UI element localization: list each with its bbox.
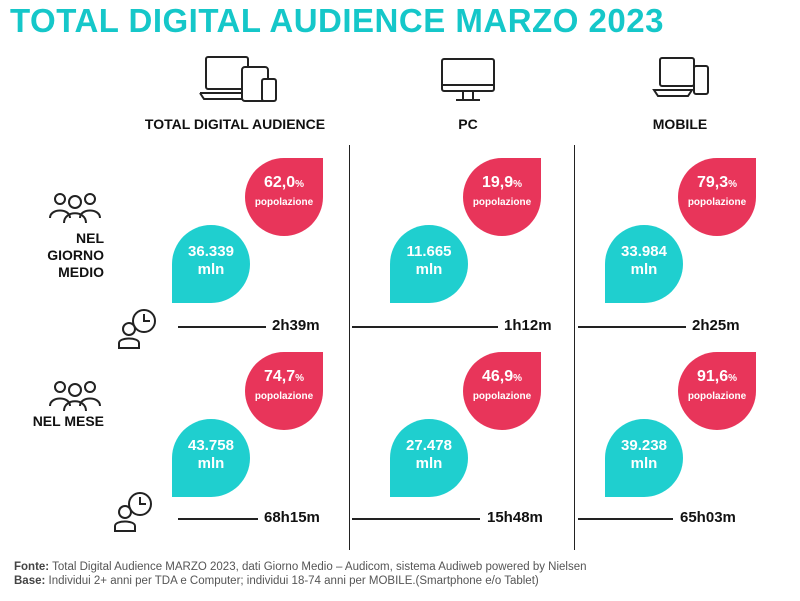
row-label-line: MEDIO [58, 264, 104, 280]
population-label: popolazione [687, 391, 747, 402]
stat-pair-mese-pc: 46,9% popolazione 27.478 mln [390, 352, 570, 502]
row-label-line: NEL GIORNO [47, 230, 104, 263]
time-line [578, 326, 686, 328]
devices-icon [199, 56, 277, 102]
population-label: popolazione [472, 197, 532, 208]
time-value: 2h39m [272, 317, 320, 334]
audience-unit: mln [415, 455, 443, 472]
column-divider [349, 145, 350, 550]
base-text: Individui 2+ anni per TDA e Computer; in… [45, 575, 539, 587]
stat-pair-giorno-pc: 19,9% popolazione 11.665 mln [390, 158, 570, 308]
audience-unit: mln [630, 261, 658, 278]
desktop-icon [441, 58, 495, 101]
percent-value: 74,7 [263, 368, 296, 385]
people-icon [49, 381, 101, 412]
percent-unit: % [728, 179, 738, 190]
percent-bubble: 46,9% popolazione [463, 352, 541, 430]
time-value: 65h03m [680, 509, 736, 526]
audience-value: 11.665 [406, 243, 452, 260]
page-title: TOTAL DIGITAL AUDIENCE MARZO 2023 [10, 2, 664, 39]
stat-pair-giorno-tda: 62,0% popolazione 36.339 mln [172, 158, 352, 308]
audience-value: 27.478 [406, 437, 452, 454]
percent-value: 46,9 [481, 368, 514, 385]
source-label: Fonte: [14, 561, 50, 573]
time-value: 1h12m [504, 317, 552, 334]
percent-value: 19,9 [481, 174, 514, 191]
audience-unit: mln [630, 455, 658, 472]
population-label: popolazione [254, 197, 314, 208]
audience-bubble: 39.238 mln [605, 419, 683, 497]
people-icon [49, 193, 101, 224]
audience-value: 33.984 [621, 243, 667, 260]
percent-unit: % [295, 373, 305, 384]
time-line [178, 326, 266, 328]
audience-bubble: 11.665 mln [390, 225, 468, 303]
user-clock-icon [114, 492, 152, 532]
base-label: Base: [14, 575, 46, 587]
percent-value: 91,6 [696, 368, 729, 385]
column-divider [574, 145, 575, 550]
row-label-mese: NEL MESE [32, 413, 104, 429]
column-header-tda: TOTAL DIGITAL AUDIENCE [144, 116, 326, 132]
audience-unit: mln [197, 455, 225, 472]
source-note: Fonte: Total Digital Audience MARZO 2023… [14, 560, 587, 588]
percent-unit: % [513, 373, 523, 384]
audience-value: 43.758 [188, 437, 234, 454]
audience-unit: mln [415, 261, 443, 278]
percent-bubble: 19,9% popolazione [463, 158, 541, 236]
time-value: 68h15m [264, 509, 320, 526]
stat-pair-mese-mobile: 91,6% popolazione 39.238 mln [605, 352, 785, 502]
user-clock-icon [118, 309, 156, 349]
percent-value: 79,3 [696, 174, 729, 191]
row-label-giorno: NEL GIORNO MEDIO [20, 230, 104, 281]
column-header-mobile: MOBILE [652, 116, 708, 132]
audience-unit: mln [197, 261, 225, 278]
audience-bubble: 36.339 mln [172, 225, 250, 303]
time-line [578, 518, 673, 520]
source-text: Total Digital Audience MARZO 2023, dati … [49, 561, 587, 573]
stat-pair-mese-tda: 74,7% popolazione 43.758 mln [172, 352, 352, 502]
population-label: popolazione [687, 197, 747, 208]
time-value: 15h48m [487, 509, 543, 526]
time-line [352, 326, 498, 328]
stat-pair-giorno-mobile: 79,3% popolazione 33.984 mln [605, 158, 785, 308]
time-value: 2h25m [692, 317, 740, 334]
percent-bubble: 74,7% popolazione [245, 352, 323, 430]
percent-value: 62,0 [263, 174, 296, 191]
population-label: popolazione [472, 391, 532, 402]
percent-bubble: 62,0% popolazione [245, 158, 323, 236]
column-header-pc: PC [458, 116, 478, 132]
audience-value: 39.238 [621, 437, 667, 454]
audience-value: 36.339 [188, 243, 234, 260]
percent-bubble: 79,3% popolazione [678, 158, 756, 236]
percent-unit: % [728, 373, 738, 384]
audience-bubble: 43.758 mln [172, 419, 250, 497]
time-line [352, 518, 480, 520]
mobile-icon [652, 57, 709, 97]
audience-bubble: 27.478 mln [390, 419, 468, 497]
population-label: popolazione [254, 391, 314, 402]
percent-unit: % [513, 179, 523, 190]
time-line [178, 518, 258, 520]
audience-bubble: 33.984 mln [605, 225, 683, 303]
percent-unit: % [295, 179, 305, 190]
percent-bubble: 91,6% popolazione [678, 352, 756, 430]
